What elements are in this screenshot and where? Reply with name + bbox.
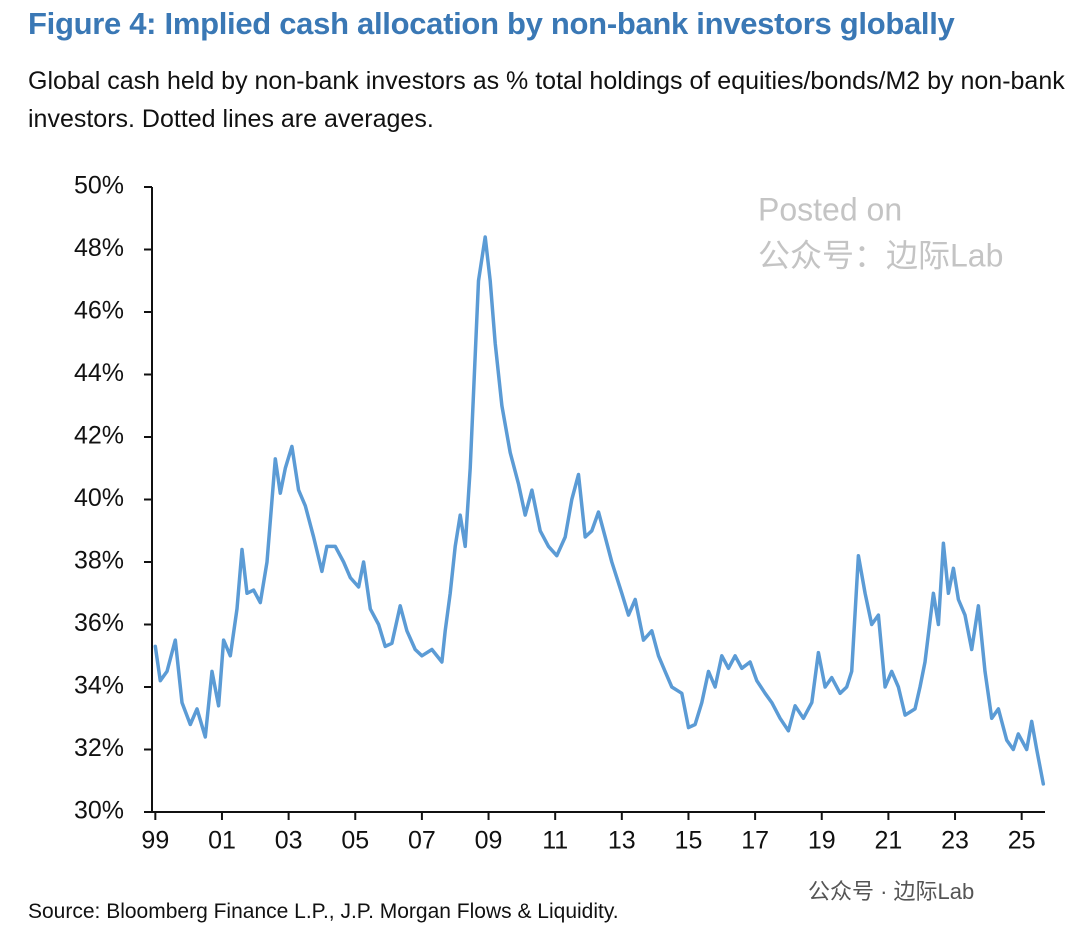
x-tick-label: 23 [941, 827, 969, 855]
x-tick-label: 17 [741, 827, 769, 855]
y-tick-label: 50% [74, 172, 124, 200]
y-tick-label: 46% [74, 297, 124, 325]
y-tick-label: 44% [74, 359, 124, 387]
chart-subtitle: Global cash held by non-bank investors a… [28, 67, 1065, 133]
y-tick-label: 36% [74, 609, 124, 637]
watermark: 公众号 · 边际Lab [808, 879, 974, 904]
x-tick-label: 13 [608, 827, 636, 855]
x-tick-label: 25 [1008, 827, 1036, 855]
x-tick-label: 05 [341, 827, 369, 855]
y-tick-label: 42% [74, 422, 124, 450]
y-tick-label: 34% [74, 672, 124, 700]
data-line [153, 235, 1046, 786]
x-tick-label: 15 [675, 827, 703, 855]
y-tick-label: 40% [74, 484, 124, 512]
y-tick-label: 48% [74, 234, 124, 262]
source-note: Source: Bloomberg Finance L.P., J.P. Mor… [28, 900, 619, 923]
x-tick-label: 19 [808, 827, 836, 855]
chart-title: Figure 4: Implied cash allocation by non… [28, 6, 955, 41]
x-tick-label: 01 [208, 827, 236, 855]
x-tick-label: 11 [542, 827, 568, 855]
x-tick-label: 99 [141, 827, 169, 855]
y-tick-label: 32% [74, 734, 124, 762]
watermark: 公众号：边际Lab [758, 237, 1003, 273]
x-tick-label: 21 [874, 827, 902, 855]
x-tick-label: 03 [275, 827, 303, 855]
x-tick-label: 09 [475, 827, 503, 855]
watermark: Posted on [758, 191, 902, 227]
x-tick-label: 07 [408, 827, 436, 855]
y-tick-label: 38% [74, 547, 124, 575]
y-tick-label: 30% [74, 797, 124, 825]
